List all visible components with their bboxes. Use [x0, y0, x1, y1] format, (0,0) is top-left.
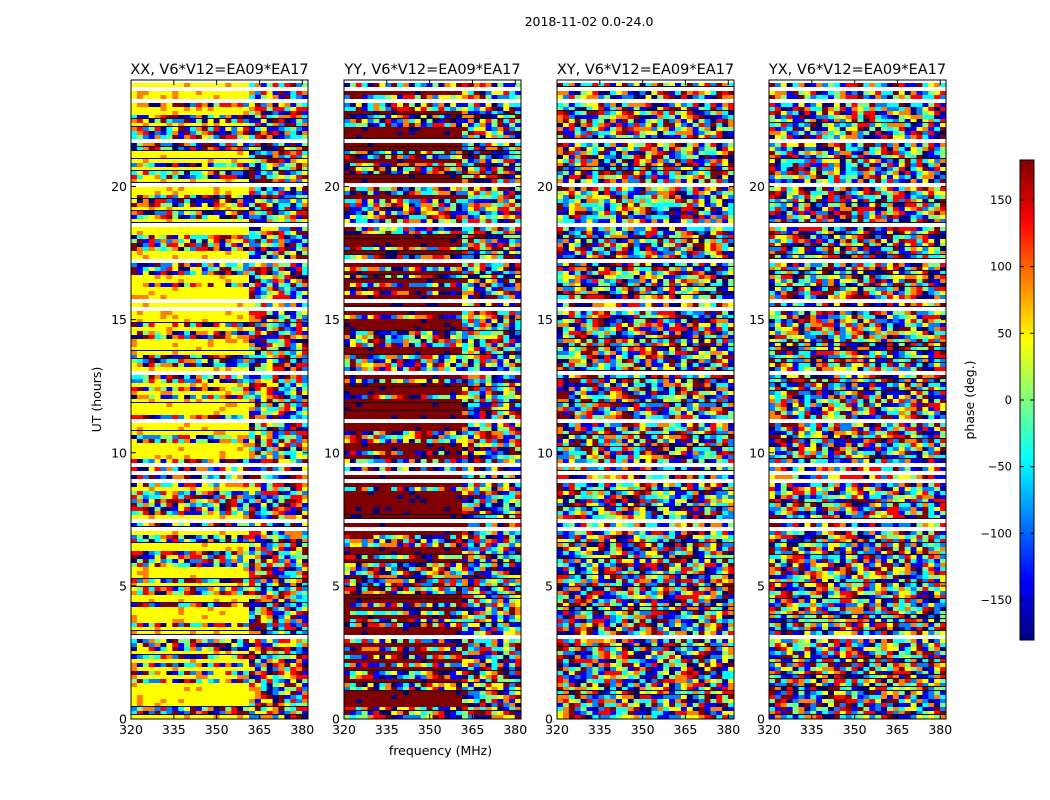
y-axis-label: UT (hours): [89, 367, 104, 433]
y-tick-label: 10: [537, 445, 553, 460]
y-tick-label: 20: [324, 179, 340, 194]
axes-frame: [768, 79, 947, 720]
y-tick-label: 0: [332, 712, 340, 727]
y-tick-label: 15: [537, 312, 553, 327]
panel-yx: YX, V6*V12=EA09*EA17 320 335 350 365 380 0 5 10 1…: [749, 62, 952, 737]
x-tick-label: 380: [290, 722, 314, 737]
y-tick-label: 20: [749, 179, 765, 194]
x-axis-label: frequency (MHz): [389, 743, 492, 758]
y-tick-label: 15: [324, 312, 340, 327]
y-tick-label: 15: [111, 312, 127, 327]
panel-yy: YY, V6*V12=EA09*EA17 320 335 350 365 380 0 5 10 1…: [324, 62, 527, 758]
x-tick-label: 380: [503, 722, 527, 737]
x-tick-label: 350: [418, 722, 442, 737]
y-tick-label: 5: [545, 578, 553, 593]
panel-title: YX, V6*V12=EA09*EA17: [768, 62, 946, 78]
figure-suptitle: 2018-11-02 0.0-24.0: [525, 14, 654, 29]
y-tick-label: 10: [749, 445, 765, 460]
y-tick-label: 5: [757, 578, 765, 593]
x-tick-label: 335: [162, 722, 186, 737]
x-tick-label: 365: [674, 722, 698, 737]
colorbar-tick-label: −100: [980, 526, 1012, 540]
y-tick-label: 15: [749, 312, 765, 327]
axes-frame: [556, 79, 735, 720]
colorbar-tick-label: 50: [997, 326, 1012, 340]
colorbar-tick-label: 150: [990, 193, 1012, 207]
y-tick-label: 0: [757, 712, 765, 727]
y-tick-label: 0: [545, 712, 553, 727]
x-tick-label: 320: [545, 722, 569, 737]
phase-heatmap: [769, 83, 947, 719]
phase-heatmap: [557, 83, 735, 719]
x-tick-label: 335: [800, 722, 824, 737]
x-tick-label: 350: [205, 722, 229, 737]
phase-heatmap: [344, 83, 522, 719]
y-tick-label: 20: [111, 179, 127, 194]
panel-xy: XY, V6*V12=EA09*EA17 320 335 350 365 380 0 5 10 1…: [537, 62, 740, 737]
panel-title: XY, V6*V12=EA09*EA17: [557, 62, 734, 78]
x-tick-label: 350: [631, 722, 655, 737]
colorbar-tick-label: −50: [988, 460, 1012, 474]
y-tick-label: 20: [537, 179, 553, 194]
x-tick-label: 380: [716, 722, 740, 737]
x-tick-label: 335: [588, 722, 612, 737]
panel-xx: XX, V6*V12=EA09*EA17 320 335 350 365 380 0 5 10 1…: [89, 62, 314, 737]
x-tick-label: 350: [843, 722, 867, 737]
x-tick-label: 365: [461, 722, 485, 737]
panels-group: XX, V6*V12=EA09*EA17 320 335 350 365 380 0 5 10 1…: [89, 62, 952, 758]
x-tick-label: 380: [928, 722, 952, 737]
colorbar-tick-label: −150: [980, 593, 1012, 607]
x-tick-label: 335: [375, 722, 399, 737]
colorbar-tick-label: 0: [1005, 393, 1012, 407]
x-tick-label: 320: [332, 722, 356, 737]
colorbar-label: phase (deg.): [962, 361, 977, 440]
panel-title: YY, V6*V12=EA09*EA17: [343, 62, 520, 78]
colorbar-tick-label: 100: [990, 260, 1012, 274]
x-tick-label: 365: [886, 722, 910, 737]
y-tick-label: 10: [324, 445, 340, 460]
y-tick-label: 10: [111, 445, 127, 460]
y-tick-label: 5: [332, 578, 340, 593]
x-tick-label: 320: [757, 722, 781, 737]
x-tick-label: 320: [119, 722, 143, 737]
phase-heatmap: [131, 83, 309, 719]
y-tick-label: 5: [119, 578, 127, 593]
x-tick-label: 365: [248, 722, 272, 737]
axes-frame: [343, 79, 522, 720]
panel-title: XX, V6*V12=EA09*EA17: [130, 62, 308, 78]
colorbar: 150 100 50 0 −50 −100 −150 phase (deg.): [962, 159, 1035, 641]
y-tick-label: 0: [119, 712, 127, 727]
axes-frame: [130, 79, 309, 720]
